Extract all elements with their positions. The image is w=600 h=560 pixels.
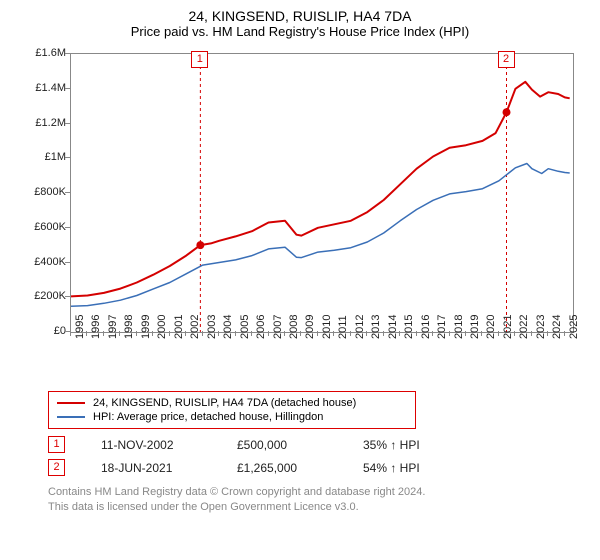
x-tick xyxy=(268,331,269,336)
legend-item: 24, KINGSEND, RUISLIP, HA4 7DA (detached… xyxy=(57,396,407,410)
plot xyxy=(70,53,574,333)
y-tick xyxy=(65,53,70,54)
legend-label: 24, KINGSEND, RUISLIP, HA4 7DA (detached… xyxy=(93,397,356,409)
sales-table: 1 11-NOV-2002 £500,000 35% ↑ HPI 2 18-JU… xyxy=(48,433,592,479)
x-tick xyxy=(465,331,466,336)
sale-vs-hpi: 35% ↑ HPI xyxy=(363,438,420,452)
y-axis-label: £0 xyxy=(22,325,66,337)
sale-date: 11-NOV-2002 xyxy=(101,438,201,452)
y-tick xyxy=(65,157,70,158)
sales-row: 2 18-JUN-2021 £1,265,000 54% ↑ HPI xyxy=(48,456,592,479)
x-tick xyxy=(449,331,450,336)
y-axis-label: £800K xyxy=(22,186,66,198)
x-tick xyxy=(317,331,318,336)
x-tick xyxy=(86,331,87,336)
plot-svg xyxy=(71,54,573,332)
y-axis-label: £600K xyxy=(22,221,66,233)
x-tick xyxy=(564,331,565,336)
x-axis-label: 2025 xyxy=(568,315,600,339)
y-axis-label: £1.2M xyxy=(22,117,66,129)
x-tick xyxy=(481,331,482,336)
x-tick xyxy=(514,331,515,336)
x-tick xyxy=(202,331,203,336)
x-tick xyxy=(218,331,219,336)
y-axis-label: £400K xyxy=(22,256,66,268)
disclaimer-line: This data is licensed under the Open Gov… xyxy=(48,500,592,515)
x-tick xyxy=(185,331,186,336)
vline-marker-icon: 2 xyxy=(498,51,515,68)
x-tick xyxy=(169,331,170,336)
disclaimer: Contains HM Land Registry data © Crown c… xyxy=(48,485,592,516)
legend-label: HPI: Average price, detached house, Hill… xyxy=(93,411,323,423)
x-tick xyxy=(498,331,499,336)
x-tick xyxy=(284,331,285,336)
x-tick xyxy=(70,331,71,336)
x-tick xyxy=(416,331,417,336)
x-tick xyxy=(366,331,367,336)
y-axis-label: £1.6M xyxy=(22,47,66,59)
title-subtitle: Price paid vs. HM Land Registry's House … xyxy=(8,24,592,39)
x-tick xyxy=(399,331,400,336)
y-tick xyxy=(65,296,70,297)
x-tick xyxy=(251,331,252,336)
x-tick xyxy=(136,331,137,336)
x-tick xyxy=(103,331,104,336)
y-axis-label: £200K xyxy=(22,290,66,302)
y-tick xyxy=(65,88,70,89)
disclaimer-line: Contains HM Land Registry data © Crown c… xyxy=(48,485,592,500)
x-tick xyxy=(300,331,301,336)
y-tick xyxy=(65,227,70,228)
x-tick xyxy=(119,331,120,336)
y-axis-label: £1M xyxy=(22,151,66,163)
sale-price: £500,000 xyxy=(237,438,327,452)
x-tick xyxy=(531,331,532,336)
sales-row: 1 11-NOV-2002 £500,000 35% ↑ HPI xyxy=(48,433,592,456)
vline-marker-icon: 1 xyxy=(191,51,208,68)
sale-marker-icon: 1 xyxy=(48,436,65,453)
legend: 24, KINGSEND, RUISLIP, HA4 7DA (detached… xyxy=(48,391,416,429)
sale-marker-icon: 2 xyxy=(48,459,65,476)
x-tick xyxy=(152,331,153,336)
x-tick xyxy=(333,331,334,336)
chart-area: £0 £200K £400K £600K £800K £1M £1.2M £1.4M £1.6M… xyxy=(22,45,582,385)
legend-swatch xyxy=(57,416,85,418)
y-axis-label: £1.4M xyxy=(22,82,66,94)
sale-price: £1,265,000 xyxy=(237,461,327,475)
x-tick xyxy=(547,331,548,336)
figure: 24, KINGSEND, RUISLIP, HA4 7DA Price pai… xyxy=(0,0,600,560)
sale-date: 18-JUN-2021 xyxy=(101,461,201,475)
legend-swatch xyxy=(57,402,85,404)
title-address: 24, KINGSEND, RUISLIP, HA4 7DA xyxy=(8,8,592,24)
y-tick xyxy=(65,192,70,193)
x-tick xyxy=(235,331,236,336)
legend-item: HPI: Average price, detached house, Hill… xyxy=(57,410,407,424)
x-tick xyxy=(432,331,433,336)
y-tick xyxy=(65,123,70,124)
x-tick xyxy=(350,331,351,336)
y-tick xyxy=(65,262,70,263)
sale-vs-hpi: 54% ↑ HPI xyxy=(363,461,420,475)
x-tick xyxy=(383,331,384,336)
